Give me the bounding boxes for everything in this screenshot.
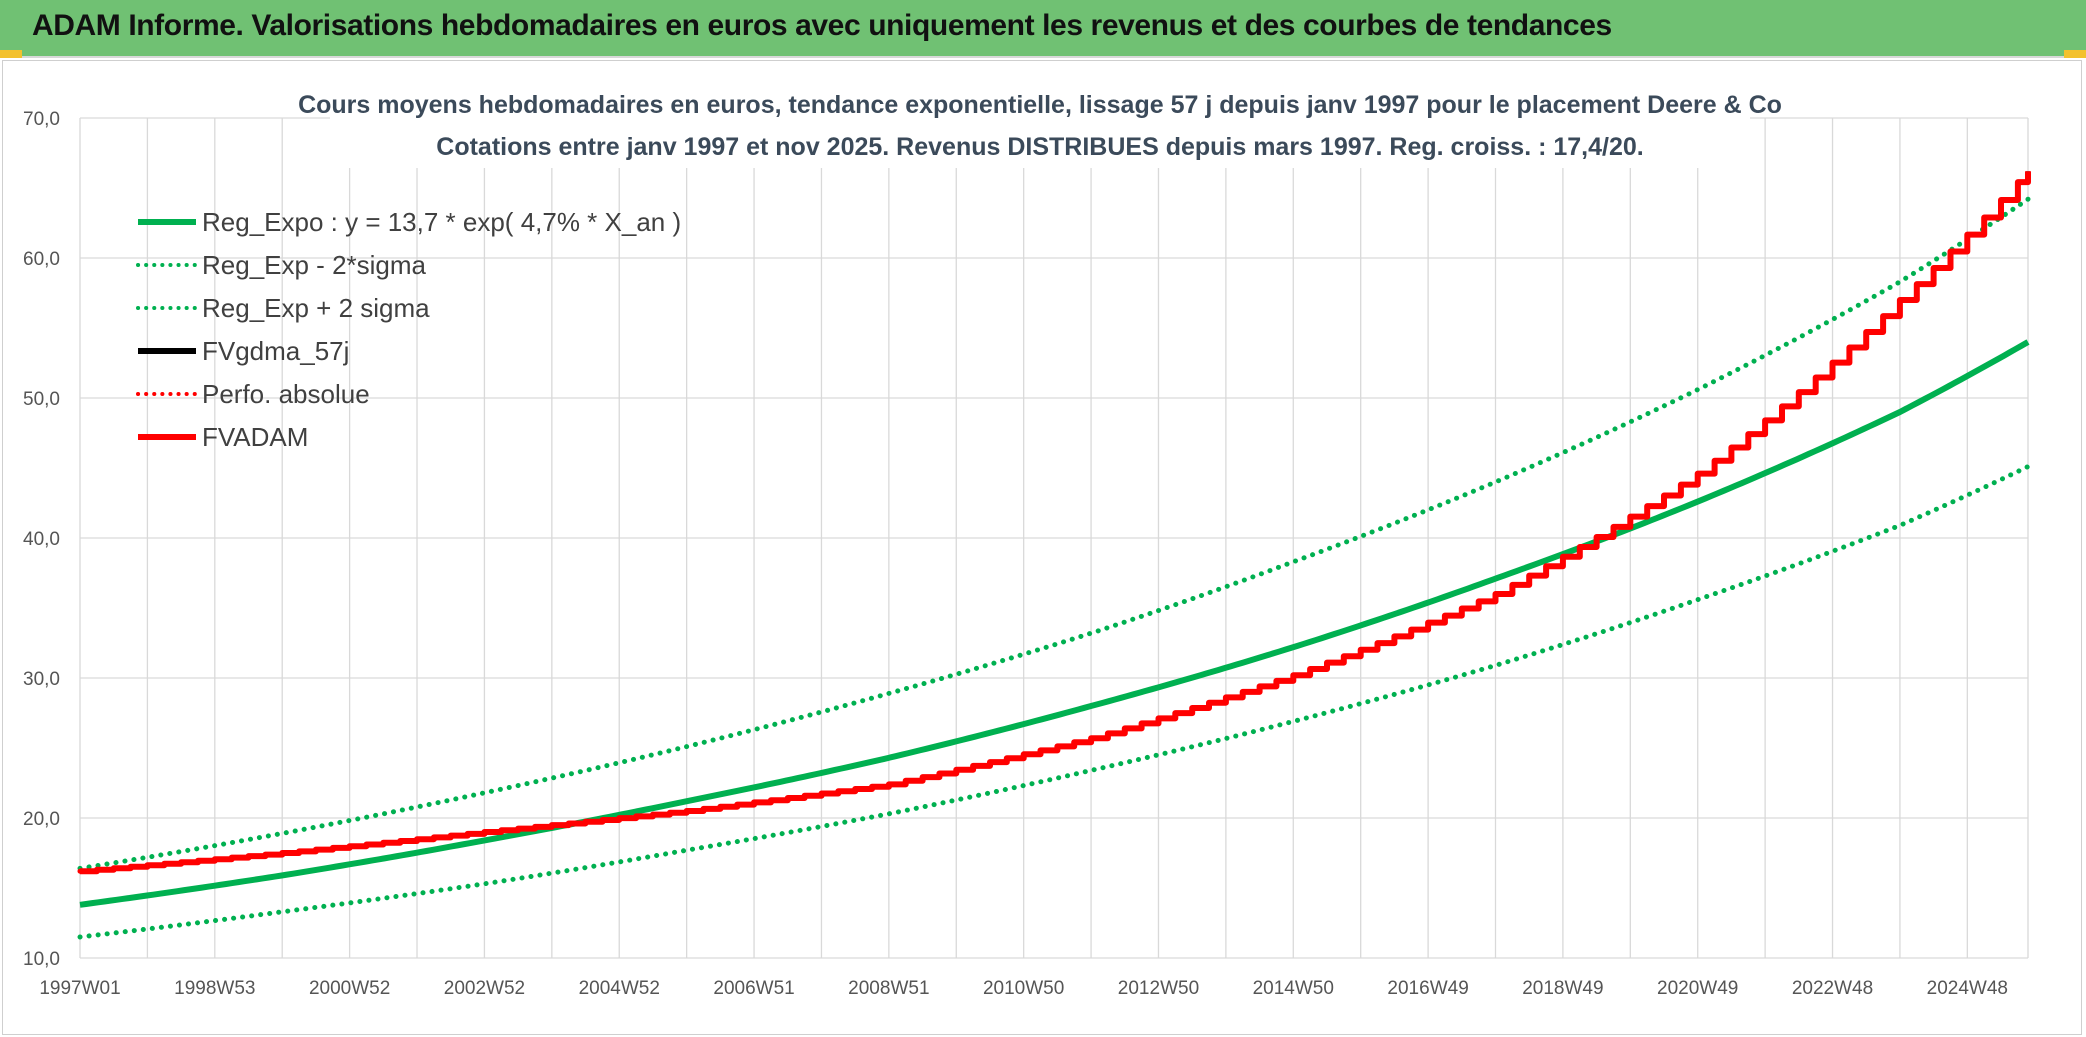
x-tick-label: 2002W52 [444, 978, 525, 999]
x-tick-label: 2010W50 [983, 978, 1064, 999]
series-line-2 [77, 196, 2031, 871]
title-background [330, 92, 1750, 168]
series-layer [77, 168, 2031, 940]
series-line-1 [77, 464, 2031, 940]
x-tick-label: 2016W49 [1387, 978, 1468, 999]
x-tick-label: 2024W48 [1927, 978, 2008, 999]
banner-corner-left [0, 50, 22, 58]
series-line-0 [79, 339, 2030, 908]
legend-label-4: Perfo. absolue [202, 379, 370, 409]
x-tick-label: 2012W50 [1118, 978, 1199, 999]
y-tick-label: 60,0 [23, 249, 60, 270]
x-tick-label: 2008W51 [848, 978, 929, 999]
x-tick-label: 2018W49 [1522, 978, 1603, 999]
x-tick-label: 2004W52 [579, 978, 660, 999]
axis-layer: 10,0 20,0 30,0 40,0 50,0 60,0 70,0 1997W01 1998W… [23, 109, 2008, 999]
legend-label-3: FVgdma_57j [202, 336, 349, 366]
x-tick-label: 2014W50 [1253, 978, 1334, 999]
x-tick-label: 2022W48 [1792, 978, 1873, 999]
x-tick-label: 2000W52 [309, 978, 390, 999]
series-line-5 [80, 171, 2031, 875]
y-tick-label: 50,0 [23, 389, 60, 410]
y-tick-label: 30,0 [23, 669, 60, 690]
y-tick-label: 10,0 [23, 949, 60, 970]
x-tick-label: 2020W49 [1657, 978, 1738, 999]
legend-label-5: FVADAM [202, 422, 308, 452]
page-title: ADAM Informe. Valorisations hebdomadaire… [32, 9, 1612, 42]
legend-label-2: Reg_Exp + 2 sigma [202, 293, 430, 323]
y-tick-label: 40,0 [23, 529, 60, 550]
banner-corner-right [2064, 50, 2086, 58]
y-tick-label: 70,0 [23, 109, 60, 130]
chart-frame [2, 60, 2082, 1035]
header-banner: ADAM Informe. Valorisations hebdomadaire… [0, 0, 2086, 58]
legend[interactable]: Reg_Expo : y = 13,7 * exp( 4,7% * X_an )… [136, 207, 681, 452]
legend-label-1: Reg_Exp - 2*sigma [202, 250, 427, 280]
chart-title: Cours moyens hebdomadaires en euros, ten… [298, 91, 1782, 119]
x-tick-label: 1997W01 [39, 978, 120, 999]
x-tick-label: 1998W53 [174, 978, 255, 999]
y-tick-label: 20,0 [23, 809, 60, 830]
chart-subtitle: Cotations entre janv 1997 et nov 2025. R… [436, 133, 1643, 161]
x-tick-label: 2006W51 [713, 978, 794, 999]
grid-layer [79, 117, 2029, 959]
legend-label-0: Reg_Expo : y = 13,7 * exp( 4,7% * X_an ) [202, 207, 681, 237]
